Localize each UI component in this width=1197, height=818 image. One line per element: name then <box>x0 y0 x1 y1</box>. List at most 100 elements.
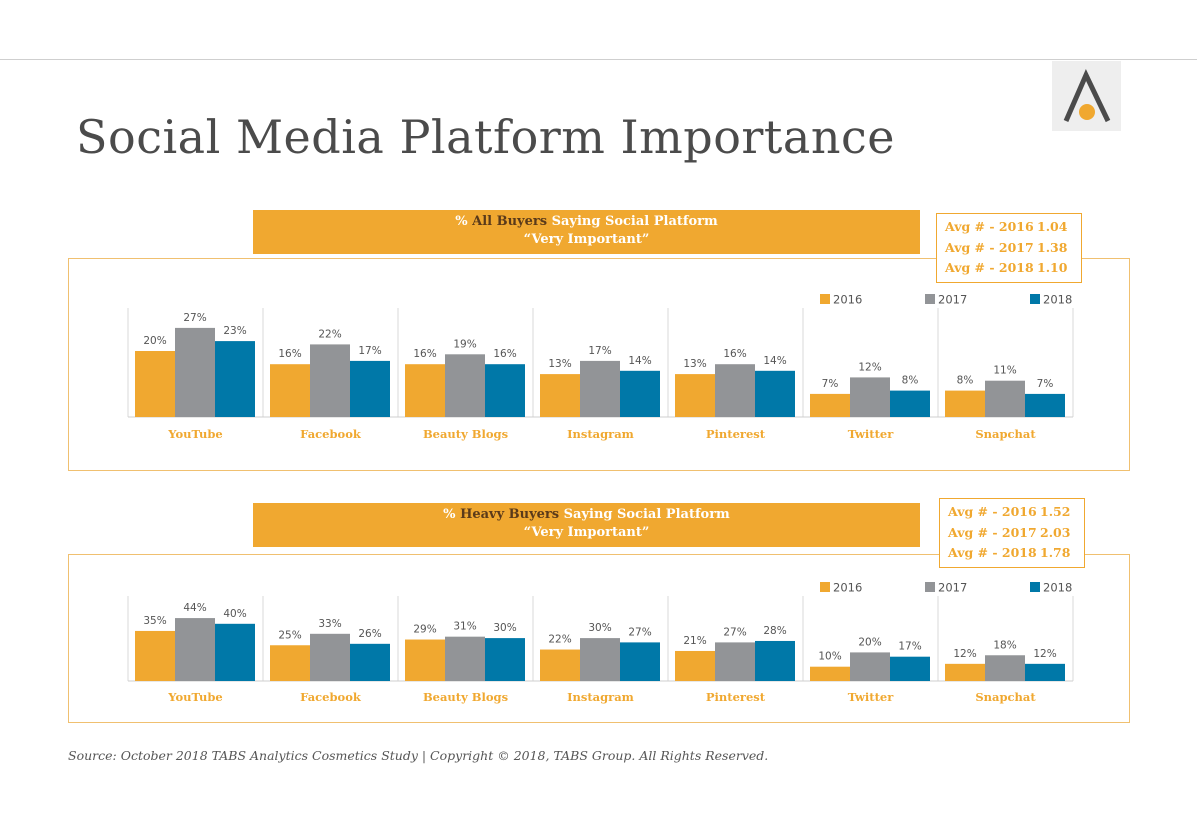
data-label: 23% <box>223 325 246 337</box>
bar-2018-snapchat <box>1025 393 1065 417</box>
brand-logo <box>1052 61 1121 131</box>
avg-row: Avg # - 2016 1.04 <box>945 217 1073 238</box>
data-label: 17% <box>588 345 611 357</box>
data-label: 27% <box>183 312 206 324</box>
bar-2016-twitter <box>810 666 850 681</box>
data-label: 10% <box>818 651 841 663</box>
bar-2018-snapchat <box>1025 663 1065 681</box>
legend-swatch <box>925 294 935 304</box>
bar-2016-snapchat <box>945 663 985 681</box>
data-label: 7% <box>1037 378 1054 390</box>
avg-row: Avg # - 2018 1.78 <box>948 543 1076 564</box>
banner-highlight: Heavy Buyers <box>460 507 560 522</box>
legend-swatch <box>820 582 830 592</box>
source-note: Source: October 2018 TABS Analytics Cosm… <box>68 748 769 763</box>
bar-2016-youtube <box>135 351 175 417</box>
data-label: 35% <box>143 615 166 627</box>
data-label: 30% <box>493 622 516 634</box>
category-label: Beauty Blogs <box>423 690 508 704</box>
avg-value: 1.10 <box>1037 260 1068 275</box>
data-label: 29% <box>413 624 436 636</box>
page-title: Social Media Platform Importance <box>76 110 895 164</box>
avg-label: Avg # - 2016 <box>945 219 1034 234</box>
data-label: 17% <box>898 641 921 653</box>
data-label: 18% <box>993 639 1016 651</box>
data-label: 25% <box>278 629 301 641</box>
bar-2018-twitter <box>890 390 930 417</box>
banner-subtitle: “Very Important” <box>523 232 650 247</box>
data-label: 16% <box>413 348 436 360</box>
data-label: 13% <box>548 358 571 370</box>
chart-1-banner: % All Buyers Saying Social Platform “Ver… <box>253 210 920 254</box>
data-label: 22% <box>548 634 571 646</box>
data-label: 26% <box>358 628 381 640</box>
avg-label: Avg # - 2017 <box>948 524 1037 540</box>
banner-highlight: All Buyers <box>472 214 548 229</box>
data-label: 33% <box>318 618 341 630</box>
bar-2016-pinterest <box>675 650 715 681</box>
avg-value: 2.03 <box>1040 524 1071 540</box>
category-label: Pinterest <box>706 690 766 704</box>
bar-2018-youtube <box>215 623 255 681</box>
category-label: Instagram <box>567 427 634 441</box>
data-label: 16% <box>723 348 746 360</box>
avg-value: 1.38 <box>1037 239 1068 255</box>
bar-2018-pinterest <box>755 640 795 681</box>
data-label: 31% <box>453 621 476 633</box>
data-label: 12% <box>1033 648 1056 660</box>
bar-2016-instagram <box>540 374 580 417</box>
banner-text: Saying Social Platform <box>559 507 730 522</box>
bar-2016-twitter <box>810 393 850 417</box>
data-label: 14% <box>628 355 651 367</box>
bar-2016-snapchat <box>945 390 985 417</box>
data-label: 16% <box>278 348 301 360</box>
legend-swatch <box>925 582 935 592</box>
bar-2016-pinterest <box>675 374 715 417</box>
chart-2-frame <box>68 554 1130 723</box>
data-label: 12% <box>953 648 976 660</box>
top-divider <box>0 59 1197 60</box>
legend-label: 2018 <box>1043 581 1072 595</box>
bar-2018-beauty-blogs <box>485 364 525 417</box>
category-label: Facebook <box>300 690 362 704</box>
data-label: 40% <box>223 608 246 620</box>
data-label: 16% <box>493 348 516 360</box>
legend-label: 2018 <box>1043 293 1072 307</box>
data-label: 8% <box>957 375 974 387</box>
bar-2017-pinterest <box>715 364 755 417</box>
avg-label: Avg # - 2016 <box>948 504 1037 519</box>
avg-row: Avg # - 2016 1.52 <box>948 502 1076 523</box>
legend-label: 2017 <box>938 293 967 307</box>
bar-2017-beauty-blogs <box>445 354 485 417</box>
data-label: 44% <box>183 602 206 614</box>
bar-2017-facebook <box>310 633 350 681</box>
data-label: 17% <box>358 345 381 357</box>
bar-2017-snapchat <box>985 655 1025 681</box>
avg-label: Avg # - 2018 <box>948 545 1037 560</box>
bar-2016-facebook <box>270 645 310 681</box>
data-label: 7% <box>822 378 839 390</box>
bar-2018-beauty-blogs <box>485 638 525 681</box>
avg-row: Avg # - 2017 1.38 <box>945 238 1073 259</box>
bar-2016-youtube <box>135 630 175 681</box>
data-label: 19% <box>453 338 476 350</box>
category-label: Snapchat <box>975 427 1036 441</box>
data-label: 27% <box>723 626 746 638</box>
data-label: 20% <box>143 335 166 347</box>
avg-row: Avg # - 2017 2.03 <box>948 523 1076 544</box>
data-label: 21% <box>683 635 706 647</box>
legend-swatch <box>1030 582 1040 592</box>
data-label: 20% <box>858 636 881 648</box>
bar-2016-facebook <box>270 364 310 417</box>
bar-2018-instagram <box>620 642 660 681</box>
category-label: Twitter <box>848 427 895 441</box>
banner-prefix: % <box>443 507 461 522</box>
bar-2017-snapchat <box>985 380 1025 417</box>
legend-label: 2016 <box>833 293 862 307</box>
data-label: 13% <box>683 358 706 370</box>
banner-prefix: % <box>455 214 473 229</box>
category-label: Pinterest <box>706 427 766 441</box>
data-label: 30% <box>588 622 611 634</box>
bar-2018-facebook <box>350 360 390 417</box>
